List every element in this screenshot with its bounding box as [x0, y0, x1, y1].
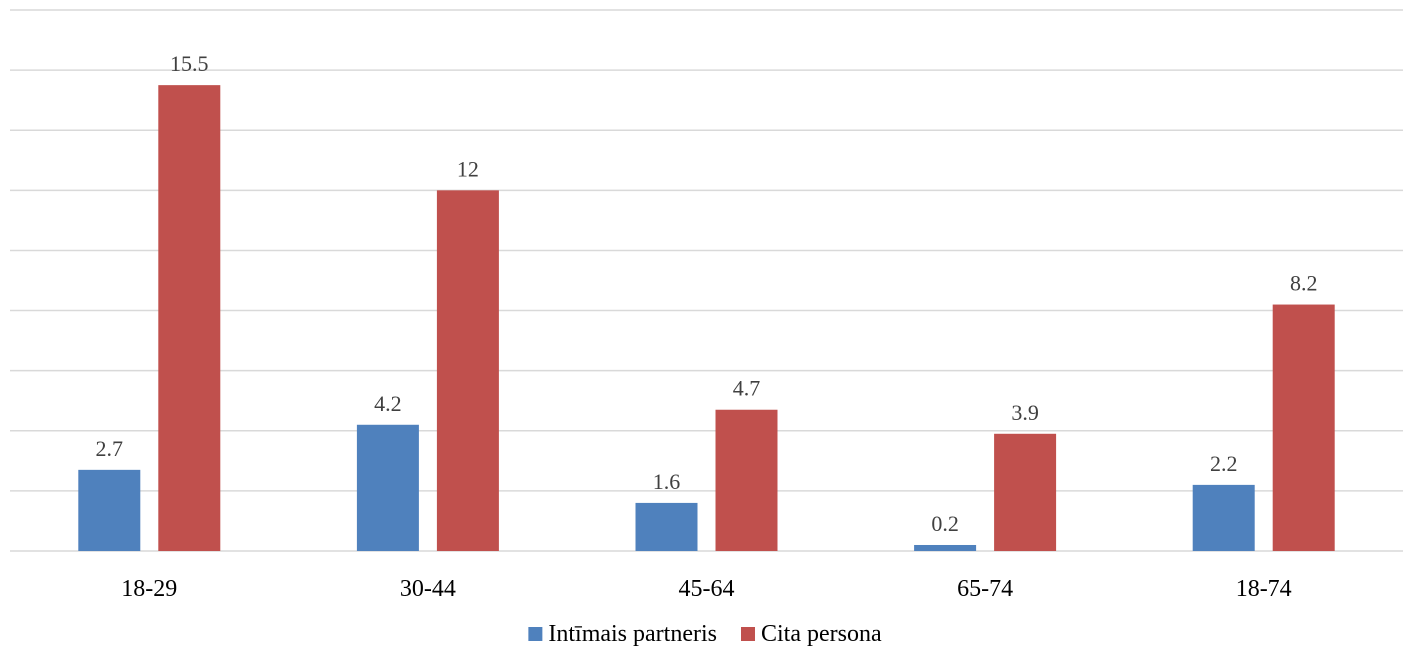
x-tick-label: 18-74	[1236, 576, 1292, 602]
bar	[715, 409, 778, 551]
bar	[994, 433, 1057, 551]
x-tick-label: 18-29	[121, 576, 177, 602]
data-labels: 2.7 15.5 4.2 12 1.6 4.7 0.2 3.9 2.2 8.2	[96, 51, 1318, 536]
bar	[436, 190, 499, 552]
bar	[78, 469, 141, 551]
data-label: 3.9	[1011, 400, 1039, 425]
data-label: 4.7	[733, 376, 761, 401]
gridlines	[10, 9, 1403, 552]
data-label: 8.2	[1290, 271, 1318, 296]
legend-item: Cita persona	[740, 621, 882, 647]
data-label: 2.7	[96, 436, 124, 461]
x-tick-label: 45-64	[679, 576, 735, 602]
legend: Intīmais partneris Cita persona	[528, 621, 882, 647]
bar	[1272, 304, 1335, 551]
bar	[914, 544, 977, 551]
data-label: 15.5	[170, 51, 209, 76]
bars	[78, 85, 1335, 552]
legend-item: Intīmais partneris	[528, 621, 717, 647]
x-axis-tick-labels: 18-29 30-44 45-64 65-74 18-74	[121, 576, 1291, 602]
data-label: 12	[457, 156, 479, 181]
bar	[635, 502, 698, 551]
bar	[1192, 484, 1255, 551]
legend-label: Intīmais partneris	[548, 621, 717, 647]
data-label: 4.2	[374, 391, 402, 416]
legend-label: Cita persona	[761, 621, 882, 647]
x-tick-label: 65-74	[957, 576, 1013, 602]
bar	[158, 85, 221, 551]
data-label: 2.2	[1210, 451, 1238, 476]
data-label: 0.2	[931, 511, 959, 536]
data-label: 1.6	[653, 469, 681, 494]
legend-swatch	[740, 627, 755, 641]
x-tick-label: 30-44	[400, 576, 456, 602]
bar	[356, 424, 419, 551]
legend-swatch	[528, 627, 543, 641]
